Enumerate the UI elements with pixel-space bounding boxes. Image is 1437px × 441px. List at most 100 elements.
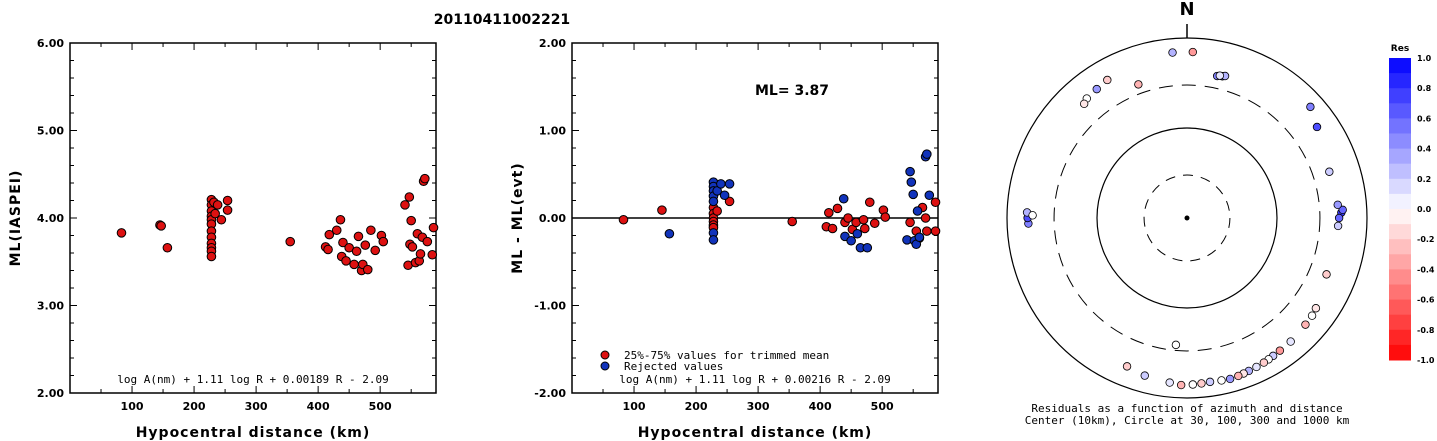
data-point	[787, 216, 798, 227]
data-point	[906, 177, 917, 187]
colorbar-swatch	[1389, 178, 1411, 195]
data-point	[912, 206, 923, 216]
ml-annotation: ML= 3.87	[755, 83, 829, 99]
data-point	[824, 207, 834, 218]
y-tick-label: 6.00	[37, 37, 64, 50]
data-point	[724, 179, 735, 189]
residual-point	[1333, 200, 1342, 210]
data-point	[406, 215, 416, 226]
colorbar-tick-label: -0.2	[1417, 235, 1435, 244]
colorbar-swatch	[1389, 193, 1411, 210]
residual-point	[1225, 374, 1235, 384]
data-point	[351, 246, 362, 257]
residual-point	[1171, 340, 1181, 350]
x-tick-label: 500	[871, 400, 894, 413]
colorbar-tick-label: -0.4	[1417, 265, 1435, 274]
colorbar-tick-label: 0.0	[1417, 205, 1432, 214]
colorbar-swatch	[1389, 314, 1411, 331]
data-point	[846, 235, 856, 246]
residual-point	[1168, 48, 1177, 57]
data-point	[908, 189, 918, 200]
colorbar-swatch	[1389, 329, 1411, 346]
data-point	[362, 264, 373, 275]
data-point	[862, 242, 873, 253]
y-tick-label: -1.00	[534, 300, 566, 313]
data-point	[370, 245, 381, 256]
data-point	[864, 197, 875, 208]
data-point	[335, 214, 346, 225]
data-point	[427, 249, 438, 260]
data-point	[922, 226, 932, 236]
colorbar-swatch	[1389, 239, 1411, 255]
residual-point	[1188, 380, 1198, 389]
residual-point	[1301, 320, 1310, 329]
center-marker	[1184, 215, 1190, 221]
north-label: N	[1179, 0, 1194, 20]
data-point	[156, 221, 166, 231]
colorbar-tick-label: -0.8	[1417, 326, 1435, 335]
x-tick-label: 100	[121, 400, 144, 413]
residual-point	[1217, 376, 1226, 385]
data-point	[914, 232, 925, 243]
y-tick-label: -2.00	[534, 387, 566, 400]
data-point	[338, 237, 348, 248]
y-tick-label: 5.00	[37, 125, 64, 138]
legend-marker-blue	[600, 361, 610, 371]
residual-point	[1197, 379, 1206, 388]
residual-point	[1333, 221, 1343, 231]
x-axis-label: Hypocentral distance (km)	[136, 425, 371, 441]
data-point	[922, 149, 932, 159]
legend-marker-red	[600, 350, 610, 360]
colorbar-tick-label: -0.6	[1417, 296, 1435, 305]
data-point	[323, 244, 333, 255]
panel-ml-vs-distance: 100 200 300 400 500 2.00 3.00 4.00 5.00 6.00 Hypoc…	[8, 37, 439, 441]
data-point	[341, 256, 351, 266]
residual-point	[1252, 362, 1261, 372]
x-tick-label: 200	[685, 400, 708, 413]
data-point	[716, 179, 726, 189]
data-point	[930, 226, 941, 236]
data-point	[832, 203, 843, 214]
data-point	[162, 242, 173, 253]
data-point	[206, 251, 217, 262]
data-point	[860, 223, 870, 234]
ring-30km	[1143, 174, 1231, 262]
y-tick-label: 2.00	[37, 387, 64, 400]
y-tick-label: 2.00	[539, 37, 566, 50]
data-point	[708, 235, 719, 245]
data-point	[852, 228, 863, 239]
x-tick-label: 400	[307, 400, 330, 413]
colorbar-tick-label: 0.6	[1417, 114, 1432, 123]
colorbar-swatch	[1389, 73, 1411, 89]
colorbar-swatch	[1389, 344, 1411, 361]
residual-point	[1286, 337, 1295, 346]
data-point	[618, 214, 629, 225]
residual-point	[1122, 362, 1132, 371]
ring-300km	[1053, 84, 1321, 352]
data-point	[349, 259, 359, 270]
residual-point	[1140, 371, 1149, 380]
colorbar-swatch	[1389, 269, 1411, 285]
residual-point	[1188, 47, 1197, 57]
residual-point	[1325, 167, 1334, 176]
data-point	[404, 192, 415, 202]
colorbar-swatch	[1389, 209, 1411, 225]
data-point	[222, 195, 233, 206]
residual-point	[1307, 311, 1317, 320]
data-point	[657, 205, 667, 215]
data-point	[415, 249, 426, 259]
data-point	[360, 240, 371, 250]
plot-frame	[69, 42, 437, 394]
residual-point	[1079, 99, 1089, 108]
residual-point	[1312, 122, 1322, 132]
legend-label: 25%-75% values for trimmed mean	[624, 349, 829, 362]
x-tick-label: 200	[183, 400, 206, 413]
data-point	[366, 225, 376, 236]
residual-point	[1176, 380, 1186, 390]
data-point	[216, 214, 227, 225]
colorbar-swatch	[1389, 88, 1411, 104]
colorbar-swatch	[1389, 133, 1411, 150]
residual-point	[1259, 358, 1269, 367]
residual-point	[1205, 377, 1215, 387]
residual-point	[1165, 378, 1174, 387]
